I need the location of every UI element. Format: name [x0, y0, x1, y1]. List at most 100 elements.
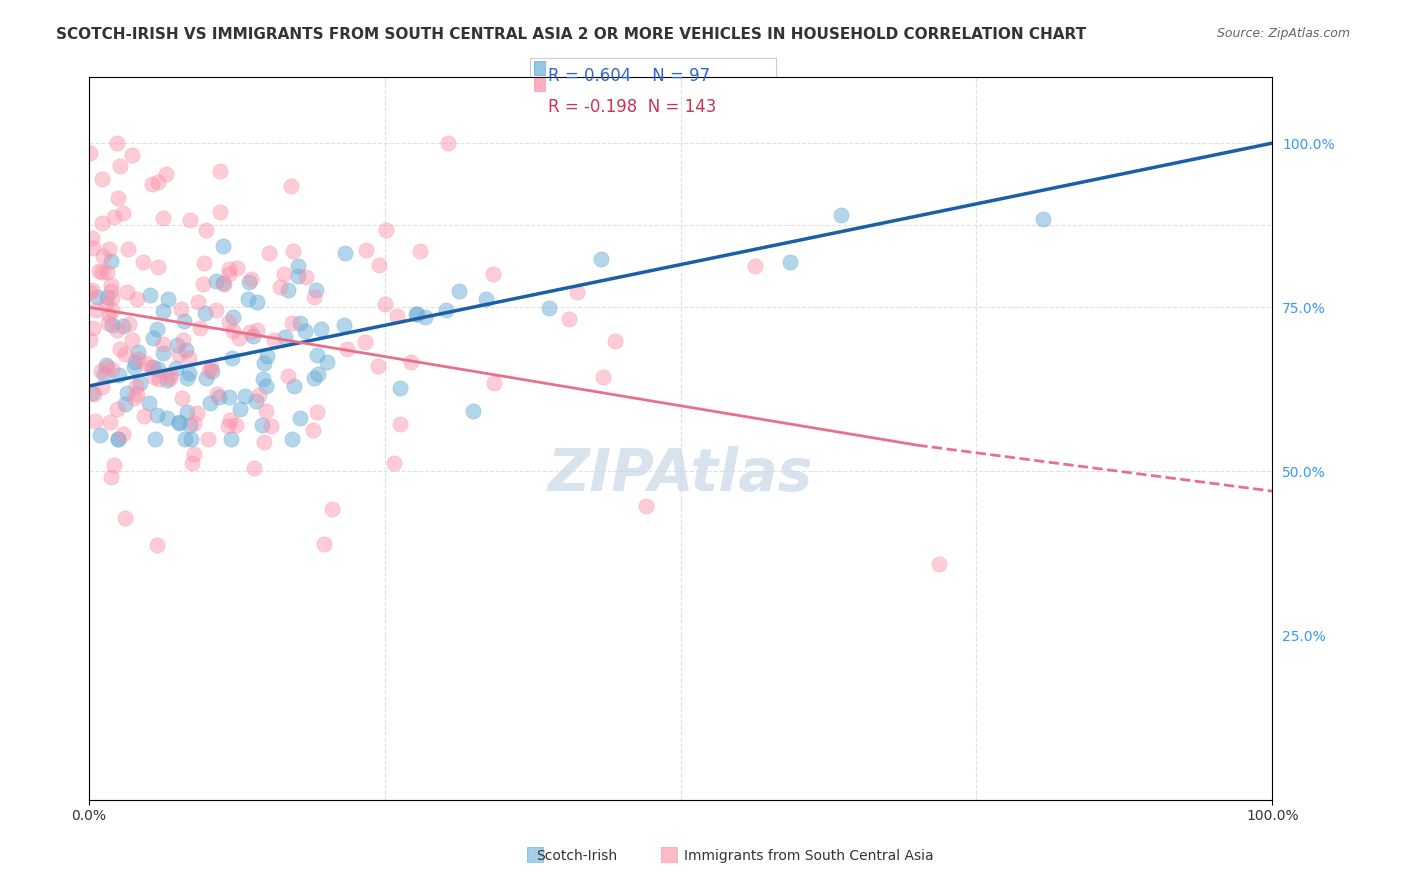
Point — [90, 364, 112, 378]
Point — [221, 351, 243, 365]
Point — [148, 372, 170, 386]
Bar — [534, 61, 546, 75]
Point — [1032, 212, 1054, 227]
Point — [218, 315, 240, 329]
Point — [238, 275, 260, 289]
Point — [405, 307, 427, 321]
Point — [333, 318, 356, 332]
Point — [97, 316, 120, 330]
Point — [482, 376, 505, 391]
Point — [204, 274, 226, 288]
Point — [209, 204, 232, 219]
Point — [183, 416, 205, 430]
Point — [159, 368, 181, 383]
Point — [84, 414, 107, 428]
Point — [218, 261, 240, 276]
Point — [107, 432, 129, 446]
Point — [315, 354, 337, 368]
Point — [307, 405, 329, 419]
Point — [121, 148, 143, 162]
Point — [287, 260, 309, 274]
Point — [101, 302, 124, 317]
Point — [146, 538, 169, 552]
Point — [281, 244, 304, 259]
Point — [252, 435, 274, 450]
Point — [98, 415, 121, 429]
Point — [269, 280, 291, 294]
Point — [238, 293, 260, 307]
Point — [100, 291, 122, 305]
Point — [257, 245, 280, 260]
Point — [115, 386, 138, 401]
Point — [226, 260, 249, 275]
Point — [159, 370, 181, 384]
Point — [388, 381, 411, 395]
Point — [254, 404, 277, 418]
Point — [82, 283, 104, 297]
Point — [260, 418, 283, 433]
Point — [225, 417, 247, 432]
Point — [152, 211, 174, 225]
Point — [129, 376, 152, 390]
Point — [80, 385, 103, 400]
Point — [209, 164, 232, 178]
Point — [305, 284, 328, 298]
Point — [141, 177, 163, 191]
Point — [173, 314, 195, 328]
Point — [437, 136, 460, 150]
Point — [218, 267, 240, 281]
Point — [127, 345, 149, 359]
Text: R = -0.198  N = 143: R = -0.198 N = 143 — [548, 98, 717, 116]
Point — [589, 252, 612, 266]
Point — [114, 511, 136, 525]
Point — [90, 216, 112, 230]
Point — [283, 379, 305, 393]
Point — [233, 389, 256, 403]
Point — [212, 238, 235, 252]
Point — [170, 391, 193, 405]
Point — [277, 284, 299, 298]
Text: ZIPAtlas: ZIPAtlas — [548, 446, 813, 503]
Point — [135, 356, 157, 370]
Point — [253, 356, 276, 370]
Point — [399, 355, 422, 369]
Point — [100, 254, 122, 268]
Point — [114, 347, 136, 361]
Point — [200, 359, 222, 374]
Point — [537, 301, 560, 315]
Point — [87, 264, 110, 278]
Bar — [534, 78, 546, 92]
Point — [321, 501, 343, 516]
Point — [447, 284, 470, 298]
Point — [336, 343, 359, 357]
Point — [187, 294, 209, 309]
Point — [111, 206, 134, 220]
Point — [367, 359, 389, 373]
Point — [305, 348, 328, 362]
Point — [125, 386, 148, 401]
Point — [928, 557, 950, 571]
Point — [105, 323, 128, 337]
Point — [105, 136, 128, 150]
Point — [212, 276, 235, 290]
Point — [143, 432, 166, 446]
Point — [309, 322, 332, 336]
Point — [84, 303, 107, 318]
Point — [605, 334, 627, 348]
Point — [100, 277, 122, 292]
Point — [405, 307, 427, 321]
Point — [290, 410, 312, 425]
Point — [105, 401, 128, 416]
Point — [779, 255, 801, 269]
Point — [312, 536, 335, 550]
Point — [333, 245, 356, 260]
Point — [115, 285, 138, 299]
Point — [194, 371, 217, 385]
Point — [103, 211, 125, 225]
Point — [281, 432, 304, 446]
Point — [195, 223, 218, 237]
Point — [180, 432, 202, 446]
Point — [304, 371, 326, 385]
Point — [124, 360, 146, 375]
Point — [239, 271, 262, 285]
